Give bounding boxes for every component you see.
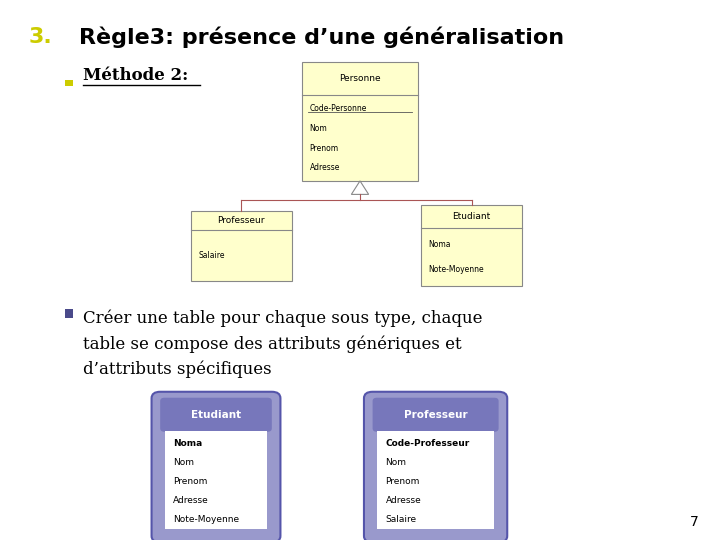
- Text: Règle3: présence d’une généralisation: Règle3: présence d’une généralisation: [79, 27, 564, 49]
- FancyBboxPatch shape: [421, 205, 522, 286]
- Text: Etudiant: Etudiant: [452, 212, 491, 221]
- Text: 3.: 3.: [29, 27, 53, 47]
- Text: Créer une table pour chaque sous type, chaque
table se compose des attributs gén: Créer une table pour chaque sous type, c…: [83, 309, 482, 378]
- Text: Professeur: Professeur: [217, 216, 265, 225]
- Text: Salaire: Salaire: [386, 515, 417, 523]
- Text: 7: 7: [690, 515, 698, 529]
- Text: Noma: Noma: [428, 240, 451, 249]
- FancyBboxPatch shape: [160, 397, 271, 432]
- Text: Adresse: Adresse: [386, 496, 421, 504]
- Text: Note-Moyenne: Note-Moyenne: [173, 515, 239, 523]
- Text: Nom: Nom: [310, 124, 328, 133]
- Text: Prenom: Prenom: [386, 476, 420, 485]
- Text: Note-Moyenne: Note-Moyenne: [428, 265, 484, 274]
- Text: Professeur: Professeur: [404, 410, 467, 420]
- FancyBboxPatch shape: [364, 392, 507, 540]
- FancyBboxPatch shape: [65, 309, 73, 318]
- FancyBboxPatch shape: [151, 392, 280, 540]
- FancyBboxPatch shape: [191, 211, 292, 281]
- Text: Code-Professeur: Code-Professeur: [386, 438, 470, 448]
- Text: Noma: Noma: [173, 438, 202, 448]
- Text: Etudiant: Etudiant: [191, 410, 241, 420]
- Text: Nom: Nom: [386, 457, 407, 467]
- Text: Adresse: Adresse: [173, 496, 209, 504]
- Text: Code-Personne: Code-Personne: [310, 104, 367, 113]
- FancyBboxPatch shape: [302, 62, 418, 181]
- FancyBboxPatch shape: [377, 431, 494, 529]
- Text: Prenom: Prenom: [173, 476, 207, 485]
- Text: Méthode 2:: Méthode 2:: [83, 67, 188, 84]
- Text: Personne: Personne: [339, 74, 381, 83]
- Text: Prenom: Prenom: [310, 144, 338, 153]
- FancyBboxPatch shape: [373, 397, 498, 432]
- FancyBboxPatch shape: [164, 431, 267, 529]
- Text: Nom: Nom: [173, 457, 194, 467]
- Text: Adresse: Adresse: [310, 164, 340, 172]
- Text: Salaire: Salaire: [198, 251, 225, 260]
- FancyBboxPatch shape: [65, 80, 73, 86]
